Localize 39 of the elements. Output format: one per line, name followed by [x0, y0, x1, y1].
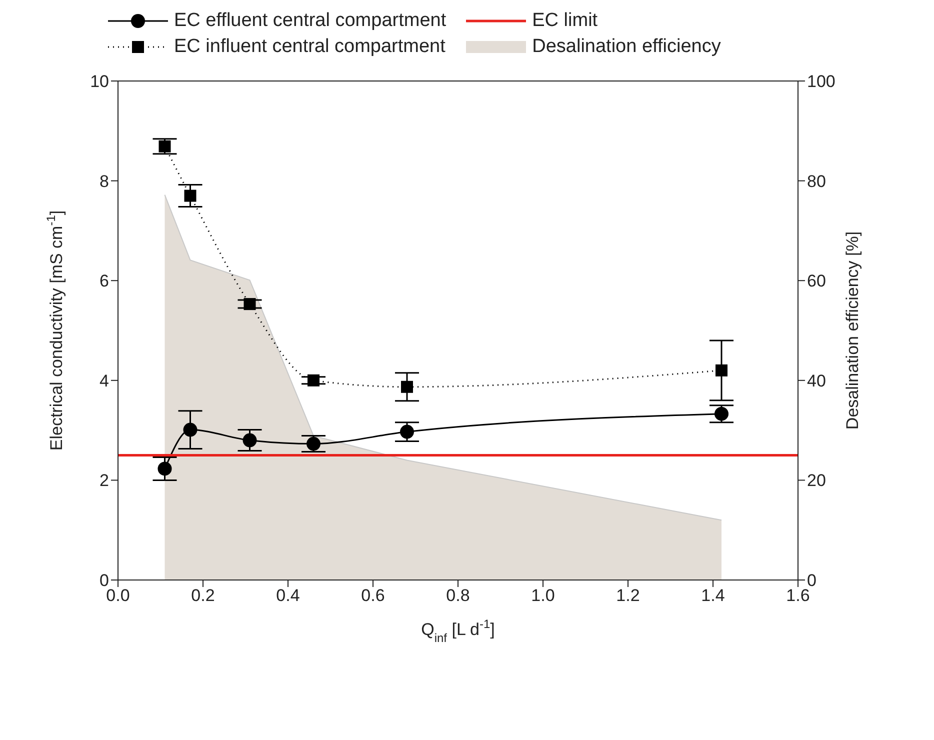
- y2-tick-label: 40: [807, 371, 826, 390]
- x-tick-label: 1.0: [531, 586, 555, 606]
- x-tick-label: 0.0: [106, 586, 130, 606]
- legend-label: EC effluent central compartment: [174, 10, 446, 32]
- y-tick-label: 6: [100, 272, 109, 291]
- point: [400, 424, 414, 439]
- y2-tick-label: 100: [807, 72, 836, 92]
- point: [716, 364, 728, 376]
- x-tick-label: 0.2: [191, 586, 215, 606]
- x-tick-label: 1.2: [616, 586, 640, 606]
- x-tick-label: 0.8: [446, 586, 470, 606]
- y-tick-label: 4: [100, 371, 109, 390]
- legend-label: Desalination efficiency: [532, 36, 721, 58]
- point: [158, 462, 172, 476]
- y-tick-label: 2: [100, 471, 109, 490]
- legend-label: EC influent central compartment: [174, 36, 446, 58]
- point: [714, 406, 728, 421]
- point: [183, 422, 198, 437]
- y-tick-label: 8: [100, 172, 109, 191]
- x-tick-label: 1.4: [701, 586, 725, 606]
- y-tick-label: 0: [100, 571, 109, 590]
- point: [401, 380, 413, 393]
- legend-label: EC limit: [532, 10, 598, 32]
- y2-tick-label: 80: [807, 172, 826, 191]
- point: [306, 436, 320, 451]
- point: [242, 433, 257, 448]
- point: [244, 298, 256, 310]
- x-axis-title: Q$_{inf}$ [L d$^{-1}$]: [421, 617, 495, 645]
- x-tick-label: 0.4: [276, 586, 300, 606]
- y2-tick-label: 20: [807, 471, 826, 490]
- y-tick-label: 10: [90, 72, 109, 92]
- y2-tick-label: 0: [807, 571, 816, 590]
- x-tick-label: 0.6: [361, 586, 385, 606]
- point: [184, 190, 196, 202]
- y2-tick-label: 60: [807, 272, 826, 291]
- y2-axis-title: Desalination efficiency [%]: [843, 231, 862, 430]
- x-tick-label: 1.6: [786, 586, 810, 606]
- point: [308, 374, 320, 386]
- point: [158, 140, 171, 152]
